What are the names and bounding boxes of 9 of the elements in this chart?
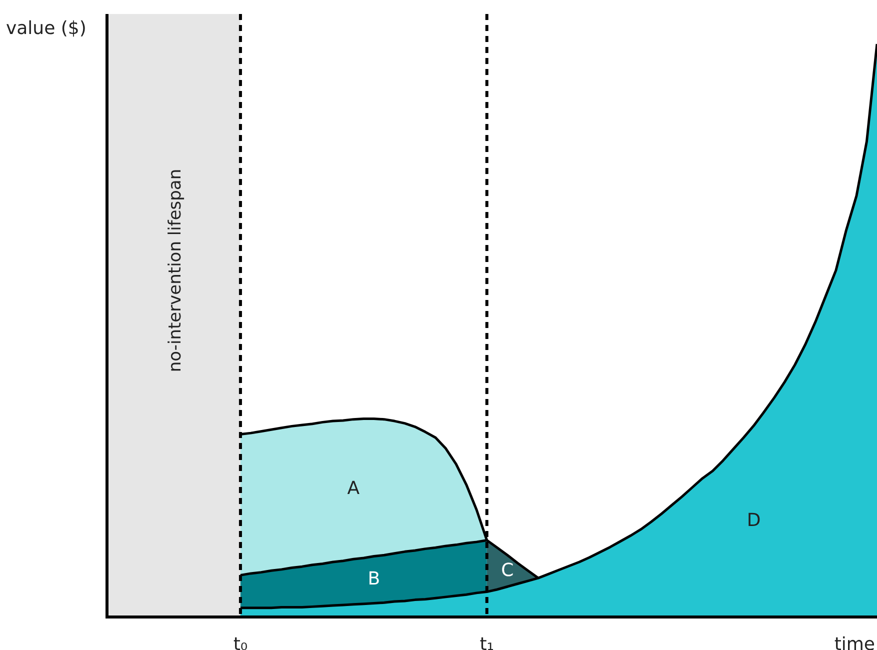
x-axis-title: time bbox=[834, 634, 875, 650]
annotation: no-intervention lifespan bbox=[166, 168, 186, 372]
x-tick-label: t₁ bbox=[480, 634, 494, 650]
series-label: D bbox=[746, 510, 761, 532]
series-label: C bbox=[501, 560, 514, 581]
x-tick-label: t₀ bbox=[233, 634, 248, 650]
series-label: A bbox=[347, 478, 360, 500]
series-label: B bbox=[368, 568, 380, 590]
y-axis-title: value ($) bbox=[6, 18, 86, 39]
